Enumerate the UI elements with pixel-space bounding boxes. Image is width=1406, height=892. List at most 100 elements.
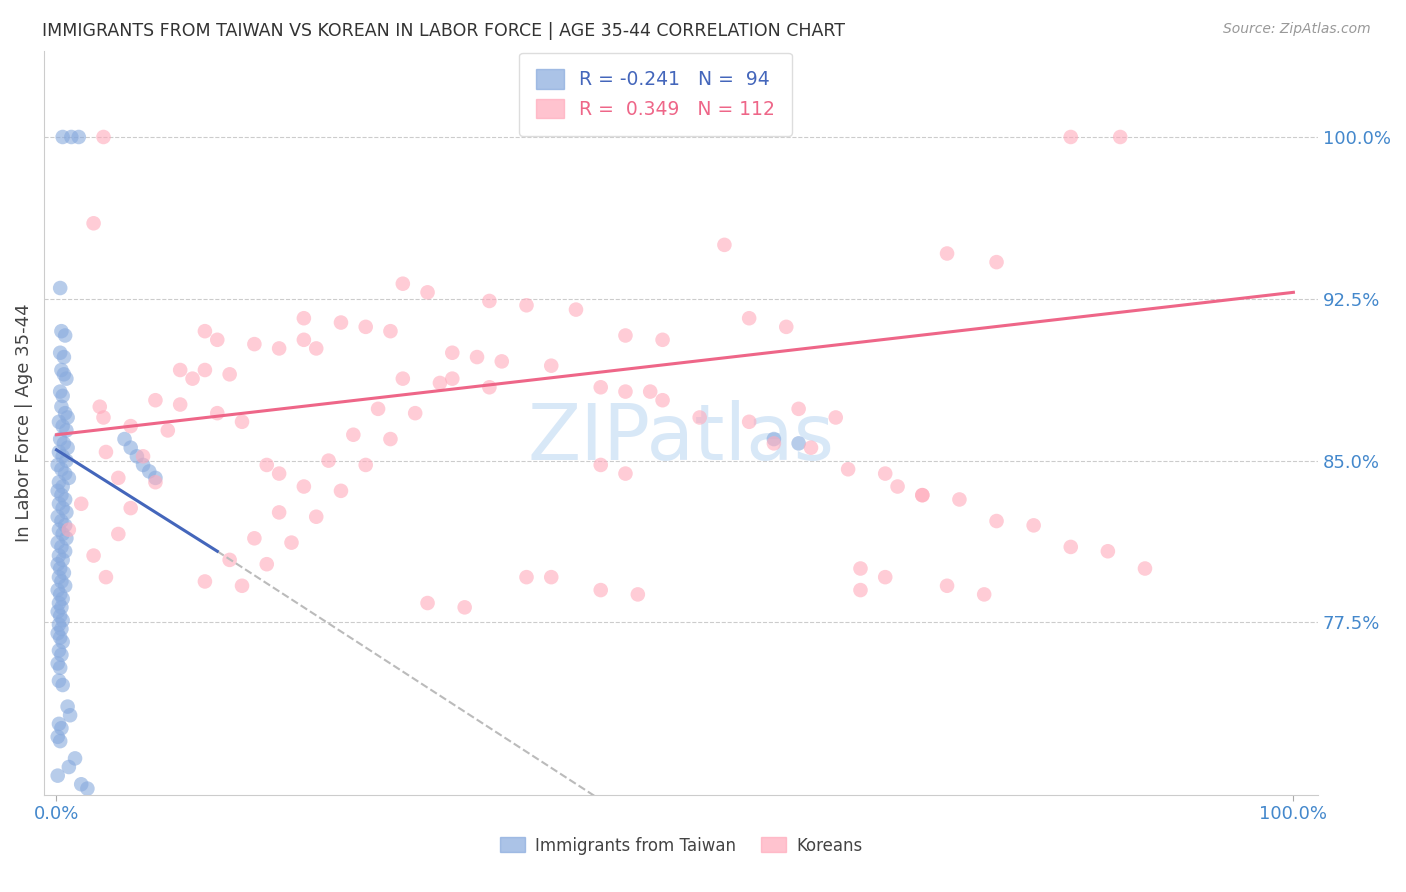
Point [46,657,69,671]
Point [194,574,217,589]
Point [49,587,72,601]
Point [48,497,70,511]
Point [269,467,291,481]
Point [441,345,464,359]
Point [56,441,79,455]
Point [114,432,136,446]
Point [51,363,73,377]
Point [1060,130,1083,145]
Point [738,415,761,429]
Point [49,631,72,645]
Point [46,626,69,640]
Point [800,441,823,455]
Point [52,591,75,606]
Point [89,400,111,414]
Point [138,464,160,478]
Point [55,371,77,385]
Point [46,605,69,619]
Point [52,553,75,567]
Point [762,436,785,450]
Point [218,368,240,382]
Point [1060,540,1083,554]
Point [986,255,1008,269]
Point [207,406,229,420]
Point [1109,130,1132,145]
Point [51,648,73,662]
Point [565,302,588,317]
Point [94,570,117,584]
Point [70,497,93,511]
Point [53,544,76,558]
Point [48,415,70,429]
Point [689,410,711,425]
Point [651,393,673,408]
Point [48,717,70,731]
Point [51,540,73,554]
Point [1022,518,1045,533]
Point [1097,544,1119,558]
Point [51,324,73,338]
Point [52,566,75,580]
Point [52,419,75,434]
Point [52,436,75,450]
Point [713,238,735,252]
Point [540,359,562,373]
Point [1133,561,1156,575]
Point [58,523,80,537]
Point [231,579,253,593]
Point [52,450,75,464]
Point [973,587,995,601]
Point [638,384,661,399]
Point [342,427,364,442]
Point [849,583,872,598]
Point [58,760,80,774]
Point [589,583,612,598]
Point [48,549,70,563]
Point [125,450,148,464]
Point [52,350,75,364]
Point [48,673,70,688]
Point [330,483,353,498]
Point [58,471,80,485]
Point [48,445,70,459]
Point [52,479,75,493]
Point [55,424,77,438]
Point [478,380,501,394]
Point [169,363,191,377]
Point [465,350,488,364]
Point [837,462,859,476]
Point [145,475,167,490]
Point [354,319,377,334]
Point [48,570,70,584]
Point [145,393,167,408]
Point [55,453,77,467]
Point [49,661,72,675]
Point [738,311,761,326]
Point [46,769,69,783]
Point [51,721,73,735]
Point [256,458,278,472]
Point [93,410,115,425]
Point [52,368,75,382]
Point [120,441,142,455]
Point [48,643,70,657]
Point [52,501,75,516]
Point [269,342,291,356]
Point [53,406,76,420]
Point [280,535,302,549]
Point [404,406,426,420]
Legend: R = -0.241   N =  94, R =  0.349   N = 112: R = -0.241 N = 94, R = 0.349 N = 112 [519,53,792,136]
Point [46,558,69,572]
Point [515,298,537,312]
Point [491,354,513,368]
Point [416,285,439,300]
Point [53,328,76,343]
Point [48,617,70,632]
Point [305,342,328,356]
Point [46,535,69,549]
Point [478,293,501,308]
Point [948,492,970,507]
Point [292,333,315,347]
Point [51,488,73,502]
Point [49,345,72,359]
